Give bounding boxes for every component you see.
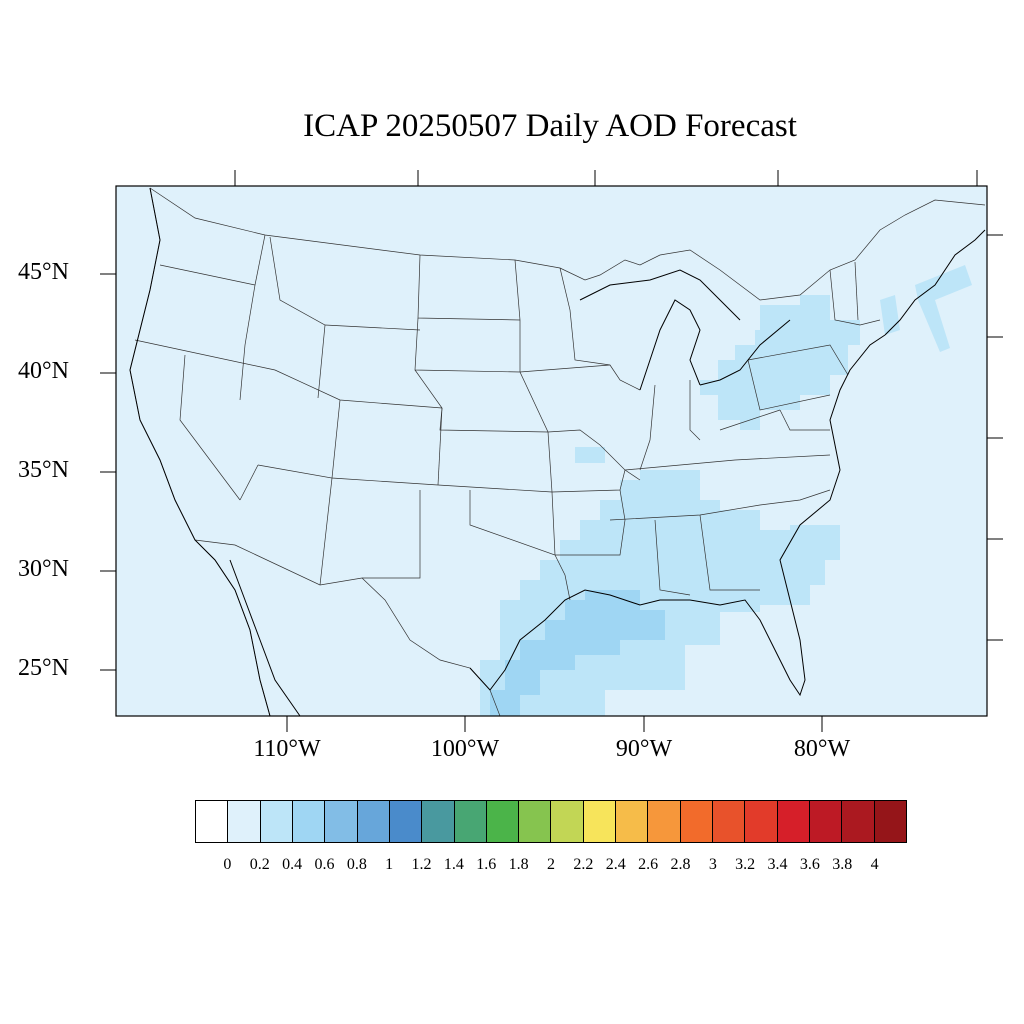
colorbar [195,800,907,843]
colorbar-swatch [292,801,326,842]
colorbar-tick-label: 3 [708,856,717,873]
colorbar-swatch [680,801,713,842]
colorbar-swatch [551,801,584,842]
map-title: ICAP 20250507 Daily AOD Forecast [303,108,797,144]
colorbar-swatch [196,801,229,842]
colorbar-swatch [583,801,617,842]
lat-label-30n: 30°N [18,556,69,582]
aod-region-northeast [700,295,860,430]
lon-label-90w: 90°W [615,736,673,762]
lon-label-80w: 80°W [793,736,851,762]
colorbar-swatch [616,801,649,842]
colorbar-tick-label: 3.8 [832,856,853,873]
colorbar-swatch [648,801,681,842]
colorbar-swatch [777,801,810,842]
lat-label-45n: 45°N [18,259,69,285]
colorbar-swatch [874,801,906,842]
colorbar-tick-label: 2.8 [670,856,691,873]
aod-region-texas-coast [490,590,665,716]
colorbar-swatch [325,801,358,842]
colorbar-tick-label: 1.4 [443,856,464,873]
colorbar-tick-label: 1.6 [476,856,497,873]
colorbar-swatch [260,801,293,842]
colorbar-tick-label: 0.2 [249,856,270,873]
lon-label-110w: 110°W [253,736,321,762]
colorbar-tick-label: 0 [223,856,232,873]
colorbar-swatch [422,801,455,842]
colorbar-swatch [745,801,778,842]
aod-region-arkansas [575,447,605,463]
colorbar-tick-label: 1 [385,856,394,873]
colorbar-swatch [228,801,261,842]
aod-region-maine [915,265,972,352]
lat-label-40n: 40°N [18,358,69,384]
colorbar-tick-label: 3.2 [735,856,756,873]
colorbar-tick-label: 3.4 [767,856,788,873]
colorbar-tick-label: 0.6 [314,856,335,873]
colorbar-tick-label: 2 [547,856,555,873]
colorbar-swatch [357,801,390,842]
colorbar-tick-label: 2.6 [638,856,659,873]
colorbar-swatch [454,801,487,842]
lat-label-35n: 35°N [18,457,69,483]
colorbar-tick-label: 2.4 [605,856,626,873]
coastlines [129,187,986,717]
colorbar-swatch [842,801,875,842]
axis-ticks [100,170,1003,732]
colorbar-swatch [713,801,746,842]
colorbar-tick-label: 1.8 [508,856,529,873]
colorbar-tick-label: 3.6 [799,856,820,873]
colorbar-swatch [809,801,843,842]
colorbar-swatch [389,801,423,842]
map-frame [115,185,988,717]
aod-higher-regions [490,590,665,716]
colorbar-swatch [486,801,520,842]
state-boundaries [129,187,986,717]
colorbar-tick-label: 4 [870,856,879,873]
colorbar-tick-label: 0.8 [346,856,367,873]
colorbar-swatch [519,801,552,842]
lat-label-25n: 25°N [18,655,69,681]
colorbar-tick-label: 0.4 [282,856,303,873]
lon-label-100w: 100°W [430,736,500,762]
colorbar-tick-label: 2.2 [573,856,594,873]
colorbar-labels: 0 0.2 0.4 0.6 0.8 1 1.2 1.4 1.6 1.8 2 2.2 2.4 2.6 2.8 3… [0,856,1024,880]
colorbar-tick-label: 1.2 [411,856,432,873]
